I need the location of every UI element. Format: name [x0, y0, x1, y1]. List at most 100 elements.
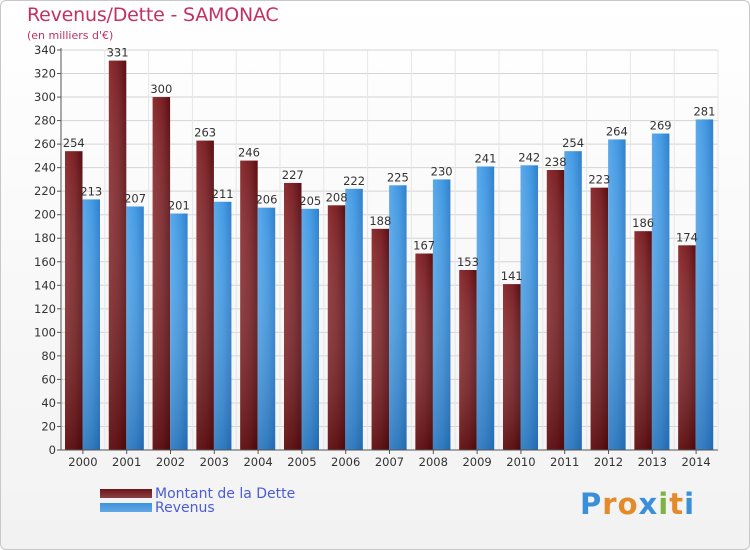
bar-shade: [432, 179, 451, 451]
bar-shade: [301, 208, 319, 450]
bar-shade: [651, 133, 670, 450]
data-label: 167: [413, 239, 435, 253]
y-tick-label: 180: [34, 231, 56, 245]
data-label: 174: [676, 230, 698, 244]
data-label: 207: [124, 191, 146, 205]
data-label: 186: [632, 216, 654, 230]
bar-shade: [152, 97, 171, 450]
bar-shade: [520, 165, 538, 450]
logo-letter: o: [617, 487, 639, 521]
data-label: 153: [457, 255, 479, 269]
data-label: 223: [588, 173, 610, 187]
y-tick-label: 320: [34, 67, 56, 81]
data-label: 238: [545, 155, 567, 169]
logo-letter: P: [580, 487, 603, 521]
x-tick-label: 2013: [638, 455, 667, 469]
logo-letter: i: [658, 487, 670, 521]
x-tick-label: 2012: [594, 455, 623, 469]
bars-layer: [65, 60, 714, 451]
x-tick-label: 2008: [419, 455, 448, 469]
data-label: 141: [501, 269, 523, 283]
bar-shade: [257, 207, 276, 450]
data-label: 208: [326, 190, 348, 204]
bar-shade: [590, 187, 609, 450]
x-tick-label: 2009: [462, 455, 491, 469]
data-label: 227: [282, 168, 304, 182]
y-tick-label: 220: [34, 184, 56, 198]
bar-shade: [327, 205, 346, 450]
bar-shade: [126, 206, 144, 450]
bar-shade: [564, 151, 582, 451]
bar-shade: [108, 60, 127, 451]
data-label: 254: [562, 136, 584, 150]
data-label: 242: [518, 150, 540, 164]
bar-shade: [371, 228, 390, 450]
bar-shade: [196, 140, 214, 450]
bar-shade: [459, 270, 477, 450]
x-tick-label: 2005: [287, 455, 316, 469]
x-tick-label: 2001: [112, 455, 141, 469]
data-label: 241: [474, 151, 496, 165]
data-label: 263: [194, 126, 216, 140]
data-label: 281: [693, 104, 715, 118]
y-tick-label: 20: [41, 419, 56, 433]
x-tick-label: 2014: [681, 455, 710, 469]
data-label: 230: [431, 164, 453, 178]
bar-shade: [695, 119, 714, 450]
x-tick-label: 2000: [68, 455, 97, 469]
legend-swatch-revenus: [100, 503, 152, 512]
axis-layer: 0 20 40 60 80 100 120 140 160 180 200 220 240 260 280 3…: [34, 43, 718, 469]
bar-shade: [240, 160, 258, 450]
bar-shade: [389, 185, 407, 450]
logo-letter: t: [669, 487, 685, 521]
proxiti-logo: Proxiti: [580, 487, 695, 521]
y-tick-label: 80: [41, 349, 56, 363]
y-tick-label: 100: [34, 325, 56, 339]
legend-label-revenus: Revenus: [155, 500, 215, 516]
x-tick-label: 2002: [156, 455, 185, 469]
y-tick-label: 160: [34, 255, 56, 269]
labels-layer: 254 213 331 207 300 201 263 211 246 206 227 205 208 2…: [63, 46, 716, 284]
logo-letter: x: [638, 487, 659, 521]
legend-swatch-dette: [100, 489, 152, 498]
y-tick-label: 300: [34, 90, 56, 104]
x-tick-label: 2006: [331, 455, 360, 469]
data-label: 188: [369, 214, 391, 228]
logo-letter: i: [684, 487, 696, 521]
y-tick-label: 340: [34, 43, 56, 57]
data-label: 264: [606, 124, 628, 138]
bar-shade: [634, 231, 652, 450]
y-tick-label: 260: [34, 137, 56, 151]
y-tick-label: 280: [34, 114, 56, 128]
data-label: 246: [238, 146, 260, 160]
x-tick-label: 2010: [506, 455, 535, 469]
bar-shade: [284, 182, 302, 451]
bar-shade: [476, 166, 495, 450]
x-tick-label: 2004: [243, 455, 272, 469]
data-label: 254: [63, 136, 85, 150]
legend-label-dette: Montant de la Dette: [155, 486, 296, 502]
y-tick-label: 120: [34, 302, 56, 316]
data-label: 222: [343, 174, 365, 188]
bar-shade: [546, 170, 565, 450]
data-label: 206: [255, 193, 277, 207]
y-tick-label: 200: [34, 208, 56, 222]
y-tick-label: 0: [49, 443, 56, 457]
bar-shade: [65, 151, 83, 451]
data-label: 211: [212, 187, 234, 201]
y-tick-label: 140: [34, 278, 56, 292]
chart-title: Revenus/Dette - SAMONAC: [27, 4, 279, 26]
data-label: 269: [650, 119, 672, 133]
y-tick-label: 60: [41, 372, 56, 386]
bar-shade: [170, 213, 188, 450]
data-label: 201: [168, 199, 190, 213]
bar-shade: [503, 284, 521, 450]
y-tick-label: 40: [41, 396, 56, 410]
data-label: 213: [80, 184, 102, 198]
x-tick-label: 2003: [200, 455, 229, 469]
bar-shade: [415, 253, 433, 450]
bar-shade: [213, 201, 232, 450]
bar-shade: [608, 139, 626, 451]
bar-shade: [678, 245, 696, 450]
